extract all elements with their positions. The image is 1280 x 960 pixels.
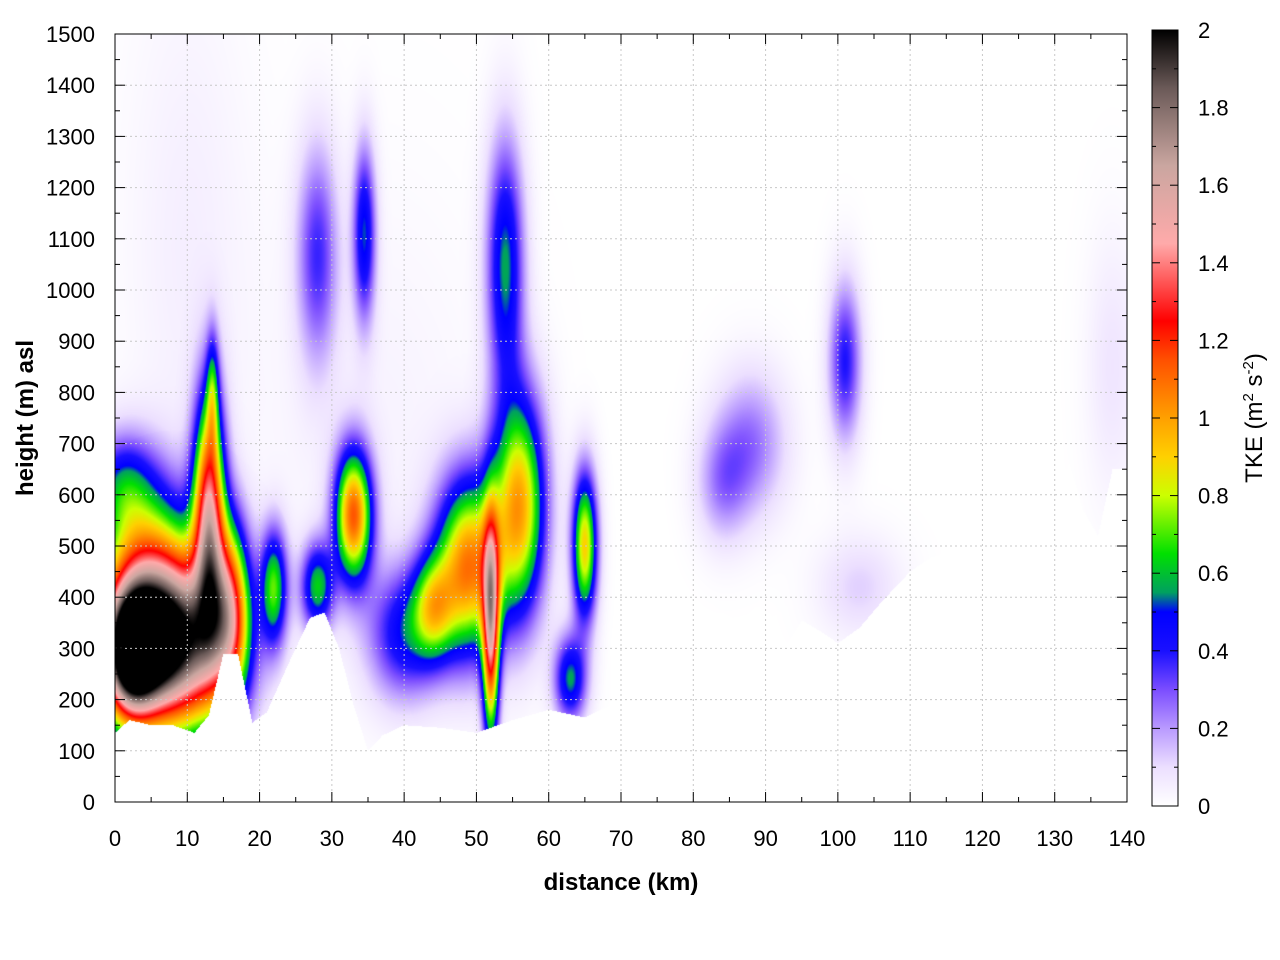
colorbar-title: TKE (m2 s-2)	[1240, 353, 1268, 483]
x-tick-label: 50	[464, 826, 488, 851]
x-tick-label: 110	[893, 826, 928, 851]
x-tick-label: 30	[320, 826, 344, 851]
colorbar: 0 0.2 0.4 0.6 0.8 1 1.2 1.4 1.6 1.8 2	[1151, 18, 1229, 819]
x-tick-label: 0	[109, 826, 121, 851]
colorbar-tick-label: 1.8	[1198, 96, 1229, 121]
y-tick-label: 300	[58, 636, 95, 661]
y-tick-label: 1300	[46, 124, 95, 149]
x-tick-label: 140	[1109, 826, 1146, 851]
x-tick-label: 130	[1036, 826, 1073, 851]
y-tick-label: 1000	[46, 278, 95, 303]
grid-lines	[115, 34, 1127, 802]
y-axis-title: height (m) asl	[12, 340, 39, 496]
y-tick-label: 1100	[48, 227, 95, 252]
y-tick-label: 700	[58, 432, 95, 457]
x-tick-label: 90	[753, 826, 777, 851]
y-tick-label: 400	[58, 585, 95, 610]
colorbar-tick-label: 1	[1198, 406, 1210, 431]
colorbar-tick-label: 0.6	[1198, 561, 1229, 586]
y-tick-label: 600	[58, 483, 95, 508]
colorbar-tick-label: 0.4	[1198, 639, 1229, 664]
colorbar-ticks: 0 0.2 0.4 0.6 0.8 1 1.2 1.4 1.6 1.8 2	[1152, 18, 1229, 819]
x-tick-label: 100	[819, 826, 856, 851]
x-tick-label: 120	[964, 826, 1001, 851]
y-tick-label: 1400	[46, 73, 95, 98]
x-axis: 0 10 20 30 40 50 60 70 80 90 100 110 120 130 140	[109, 34, 1145, 851]
colorbar-tick-label: 0.8	[1198, 484, 1229, 509]
y-tick-label: 800	[58, 380, 95, 405]
y-tick-label: 1200	[46, 176, 95, 201]
x-tick-label: 60	[536, 826, 560, 851]
x-tick-label: 70	[609, 826, 633, 851]
x-tick-label: 80	[681, 826, 705, 851]
colorbar-tick-label: 0	[1198, 794, 1210, 819]
y-tick-label: 1500	[46, 22, 95, 47]
colorbar-tick-label: 1.4	[1198, 251, 1229, 276]
x-axis-title: distance (km)	[544, 869, 699, 896]
y-tick-label: 200	[58, 688, 95, 713]
colorbar-tick-label: 1.6	[1198, 173, 1229, 198]
y-tick-label: 100	[58, 739, 95, 764]
y-tick-label: 0	[83, 790, 95, 815]
x-tick-label: 20	[247, 826, 271, 851]
y-tick-label: 900	[58, 329, 95, 354]
x-tick-label: 40	[392, 826, 416, 851]
x-tick-label: 10	[175, 826, 199, 851]
colorbar-tick-label: 1.2	[1198, 328, 1229, 353]
y-axis: 0 100 200 300 400 500 600 700 800 900 1000 1100 1200…	[46, 22, 1127, 815]
colorbar-tick-label: 2	[1198, 18, 1210, 43]
colorbar-tick-label: 0.2	[1198, 716, 1229, 741]
y-tick-label: 500	[58, 534, 95, 559]
